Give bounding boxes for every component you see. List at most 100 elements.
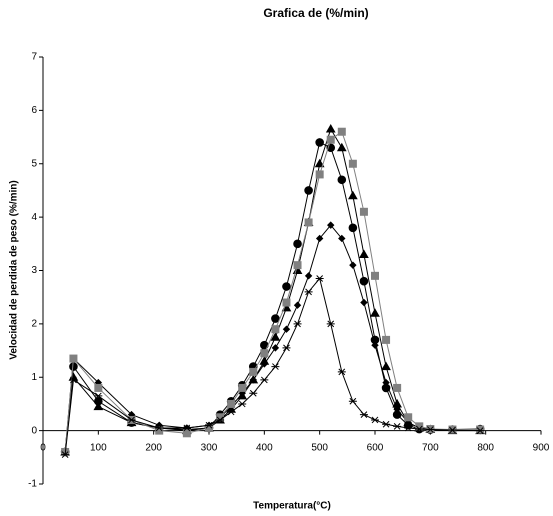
marker bbox=[69, 376, 78, 384]
y-tick-label: 6 bbox=[31, 105, 37, 116]
y-tick-label: 0 bbox=[31, 425, 37, 436]
marker bbox=[371, 271, 379, 280]
marker bbox=[348, 159, 357, 168]
marker bbox=[94, 392, 103, 400]
marker bbox=[238, 400, 247, 408]
marker bbox=[216, 416, 225, 424]
marker bbox=[426, 426, 435, 433]
marker bbox=[448, 426, 457, 434]
marker bbox=[205, 423, 213, 432]
marker bbox=[315, 275, 324, 282]
y-axis-label: Velocidad de perdida de peso (%/min) bbox=[9, 180, 20, 359]
marker bbox=[392, 398, 402, 408]
marker bbox=[93, 401, 104, 411]
marker bbox=[270, 332, 281, 341]
marker bbox=[227, 399, 236, 408]
marker bbox=[403, 417, 414, 427]
x-tick-label: 100 bbox=[90, 442, 107, 453]
x-tick-label: 800 bbox=[477, 442, 494, 453]
marker bbox=[282, 282, 291, 291]
marker bbox=[94, 383, 103, 392]
series-line bbox=[64, 130, 481, 453]
marker bbox=[404, 413, 413, 422]
marker bbox=[271, 344, 280, 352]
marker bbox=[326, 135, 335, 144]
marker bbox=[314, 158, 325, 168]
marker bbox=[293, 320, 302, 328]
series-line bbox=[64, 127, 481, 453]
marker bbox=[359, 207, 368, 216]
marker bbox=[382, 335, 391, 344]
marker bbox=[337, 368, 346, 376]
marker bbox=[315, 170, 324, 179]
y-tick-label: 3 bbox=[31, 265, 37, 276]
marker bbox=[304, 272, 313, 280]
x-tick-label: 600 bbox=[367, 442, 384, 453]
marker bbox=[227, 408, 236, 416]
chart-title: Grafica de (%/min) bbox=[263, 6, 368, 20]
marker bbox=[360, 298, 368, 307]
marker bbox=[271, 314, 280, 323]
marker bbox=[381, 361, 391, 371]
y-tick-label: 4 bbox=[31, 212, 37, 223]
marker bbox=[382, 420, 391, 428]
marker bbox=[304, 218, 313, 227]
x-tick-label: 500 bbox=[311, 442, 328, 453]
marker bbox=[293, 261, 302, 270]
marker bbox=[249, 389, 258, 397]
marker bbox=[359, 411, 368, 418]
marker bbox=[327, 221, 335, 229]
x-tick-label: 200 bbox=[145, 442, 162, 453]
y-tick-label: -1 bbox=[28, 479, 37, 490]
marker bbox=[338, 234, 346, 243]
y-tick-label: 1 bbox=[31, 372, 37, 383]
marker bbox=[127, 416, 136, 424]
marker bbox=[271, 363, 280, 370]
y-tick-label: 2 bbox=[31, 319, 37, 330]
marker bbox=[293, 301, 302, 309]
marker bbox=[326, 320, 335, 328]
x-tick-label: 900 bbox=[533, 442, 550, 453]
marker bbox=[349, 261, 357, 269]
marker bbox=[415, 425, 424, 433]
marker bbox=[155, 424, 164, 432]
marker bbox=[393, 423, 402, 430]
marker bbox=[293, 239, 302, 249]
marker bbox=[205, 421, 213, 429]
marker bbox=[325, 124, 336, 133]
marker bbox=[282, 298, 291, 307]
marker bbox=[348, 397, 357, 405]
marker bbox=[260, 349, 269, 358]
marker bbox=[371, 416, 379, 424]
series-line bbox=[64, 141, 481, 453]
marker bbox=[370, 308, 380, 317]
marker bbox=[315, 138, 324, 147]
x-tick-label: 300 bbox=[201, 442, 218, 453]
marker bbox=[304, 186, 313, 195]
marker bbox=[476, 427, 485, 434]
marker bbox=[404, 424, 413, 432]
marker bbox=[260, 376, 269, 384]
marker bbox=[248, 374, 259, 384]
marker bbox=[282, 344, 291, 352]
marker bbox=[348, 190, 358, 200]
marker bbox=[337, 127, 346, 136]
marker bbox=[237, 390, 248, 400]
marker bbox=[282, 325, 291, 333]
marker bbox=[359, 249, 369, 258]
marker bbox=[69, 354, 78, 363]
marker bbox=[370, 335, 380, 345]
x-tick-label: 700 bbox=[422, 442, 439, 453]
marker bbox=[155, 426, 164, 435]
x-axis-label: Temperatura(°C) bbox=[253, 501, 331, 512]
marker bbox=[182, 424, 191, 432]
marker bbox=[182, 429, 191, 438]
marker bbox=[259, 356, 270, 365]
marker bbox=[315, 234, 324, 243]
y-tick-label: 7 bbox=[31, 52, 37, 63]
marker bbox=[359, 276, 369, 286]
marker bbox=[61, 451, 70, 458]
marker bbox=[238, 383, 247, 392]
marker bbox=[337, 175, 347, 185]
